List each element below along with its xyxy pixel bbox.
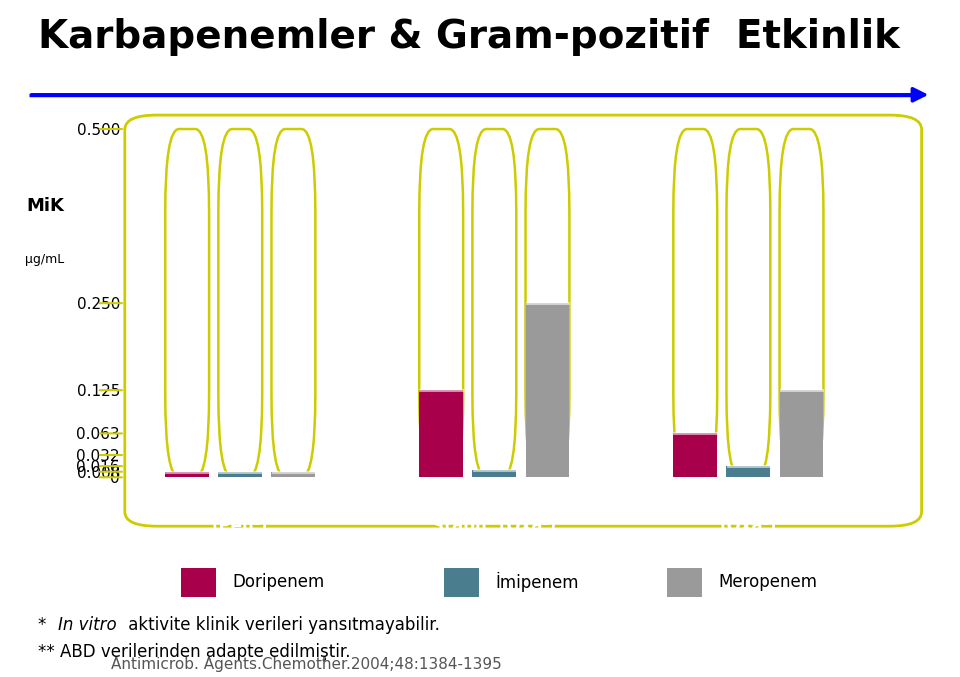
Bar [420, 390, 463, 477]
FancyBboxPatch shape [272, 129, 315, 477]
FancyBboxPatch shape [727, 129, 770, 477]
FancyBboxPatch shape [218, 129, 262, 477]
Text: aktivite klinik verileri yansıtmayabilir.: aktivite klinik verileri yansıtmayabilir… [123, 616, 441, 634]
Bar [780, 390, 824, 477]
Text: Koag. Neg.
Staph. (Oxaˢ): Koag. Neg. Staph. (Oxaˢ) [432, 496, 557, 535]
Bar [673, 433, 717, 477]
Bar [666, 567, 703, 597]
FancyBboxPatch shape [673, 129, 717, 477]
Bar [444, 567, 479, 597]
Bar [218, 472, 262, 477]
Text: İmipenem: İmipenem [495, 572, 579, 592]
Bar [180, 567, 216, 597]
FancyBboxPatch shape [525, 129, 569, 477]
Bar [727, 466, 770, 477]
FancyBboxPatch shape [165, 129, 209, 477]
Text: Antimicrob. Agents.Chemother.2004;48:1384-1395: Antimicrob. Agents.Chemother.2004;48:138… [111, 657, 502, 672]
Text: ** ABD verilerinden adapte edilmiştir.: ** ABD verilerinden adapte edilmiştir. [37, 643, 350, 661]
Bar [472, 471, 516, 477]
FancyBboxPatch shape [420, 129, 463, 477]
FancyBboxPatch shape [472, 129, 516, 477]
Text: S. pneumoniae
(Penˢ): S. pneumoniae (Penˢ) [171, 496, 310, 535]
Text: *: * [37, 616, 51, 634]
Text: Meropenem: Meropenem [718, 573, 817, 591]
Text: Karbapenemler & Gram-pozitif  Etkinlik: Karbapenemler & Gram-pozitif Etkinlik [38, 18, 900, 56]
Text: In vitro: In vitro [58, 616, 116, 634]
Text: S. aureus
(Oxaˢ): S. aureus (Oxaˢ) [705, 496, 793, 535]
Bar [165, 472, 209, 477]
Text: MiK: MiK [26, 196, 64, 215]
Bar [272, 472, 315, 477]
Text: μg/mL: μg/mL [26, 253, 64, 267]
FancyBboxPatch shape [780, 129, 824, 477]
Text: Doripenem: Doripenem [232, 573, 324, 591]
Bar [525, 303, 569, 477]
